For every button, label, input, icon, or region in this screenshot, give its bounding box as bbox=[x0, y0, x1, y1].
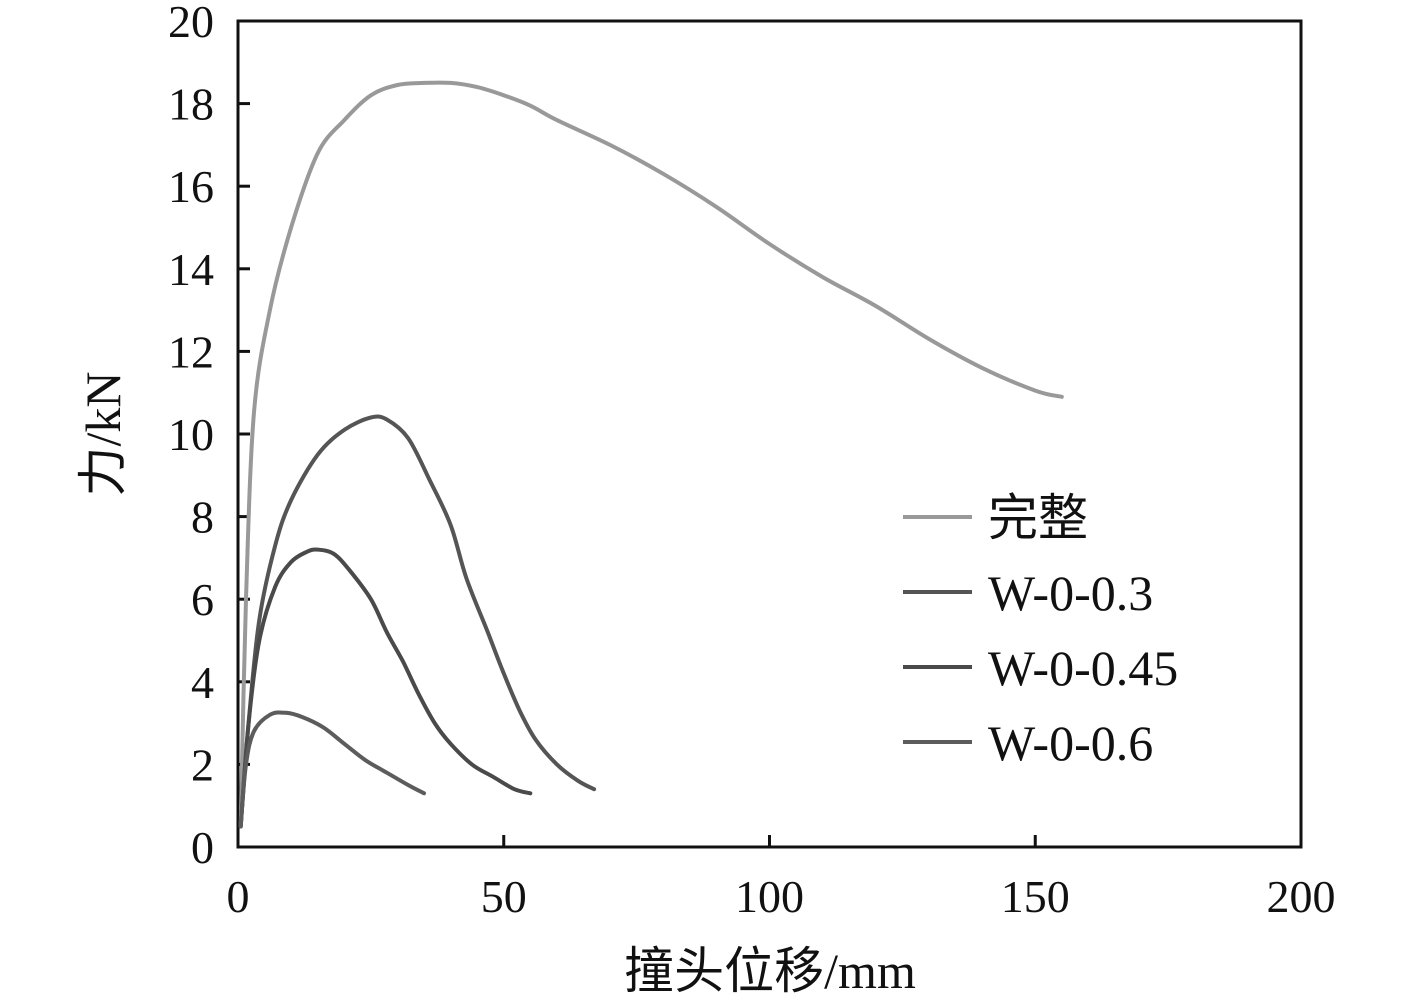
legend-entry: 完整 bbox=[988, 490, 1088, 546]
x-tick-label: 50 bbox=[481, 871, 527, 922]
axis-ticks: 0 50 100 150 200 0 2 4 6 8 10 12 14 16 18 20 bbox=[168, 0, 1336, 922]
x-axis-title: 撞头位移/mm bbox=[624, 943, 916, 995]
y-tick-label: 4 bbox=[191, 657, 214, 708]
series-line-2 bbox=[238, 414, 597, 829]
legend-entry: W-0-0.6 bbox=[988, 715, 1153, 771]
y-tick-label: 16 bbox=[168, 161, 214, 212]
y-tick-label: 0 bbox=[191, 822, 214, 873]
x-tick-label: 150 bbox=[1001, 871, 1070, 922]
y-tick-label: 8 bbox=[191, 492, 214, 543]
y-tick-label: 18 bbox=[168, 79, 214, 130]
x-tick-label: 200 bbox=[1267, 871, 1336, 922]
series-group bbox=[238, 80, 1064, 829]
x-tick-label: 0 bbox=[227, 871, 250, 922]
y-axis-title: 力/kN bbox=[75, 372, 131, 497]
y-tick-label: 2 bbox=[191, 739, 214, 790]
series-line-4 bbox=[238, 710, 426, 829]
legend-entry: W-0-0.45 bbox=[988, 640, 1178, 696]
legend: 完整 W-0-0.3 W-0-0.45 W-0-0.6 bbox=[903, 490, 1178, 771]
y-tick-label: 14 bbox=[168, 244, 214, 295]
series-line-3 bbox=[238, 547, 533, 829]
y-tick-label: 20 bbox=[168, 0, 214, 47]
x-tick-label: 100 bbox=[735, 871, 804, 922]
legend-entry: W-0-0.3 bbox=[988, 565, 1153, 621]
y-tick-label: 12 bbox=[168, 326, 214, 377]
y-tick-label: 6 bbox=[191, 574, 214, 625]
series-line-1 bbox=[238, 80, 1064, 829]
y-tick-label: 10 bbox=[168, 409, 214, 460]
